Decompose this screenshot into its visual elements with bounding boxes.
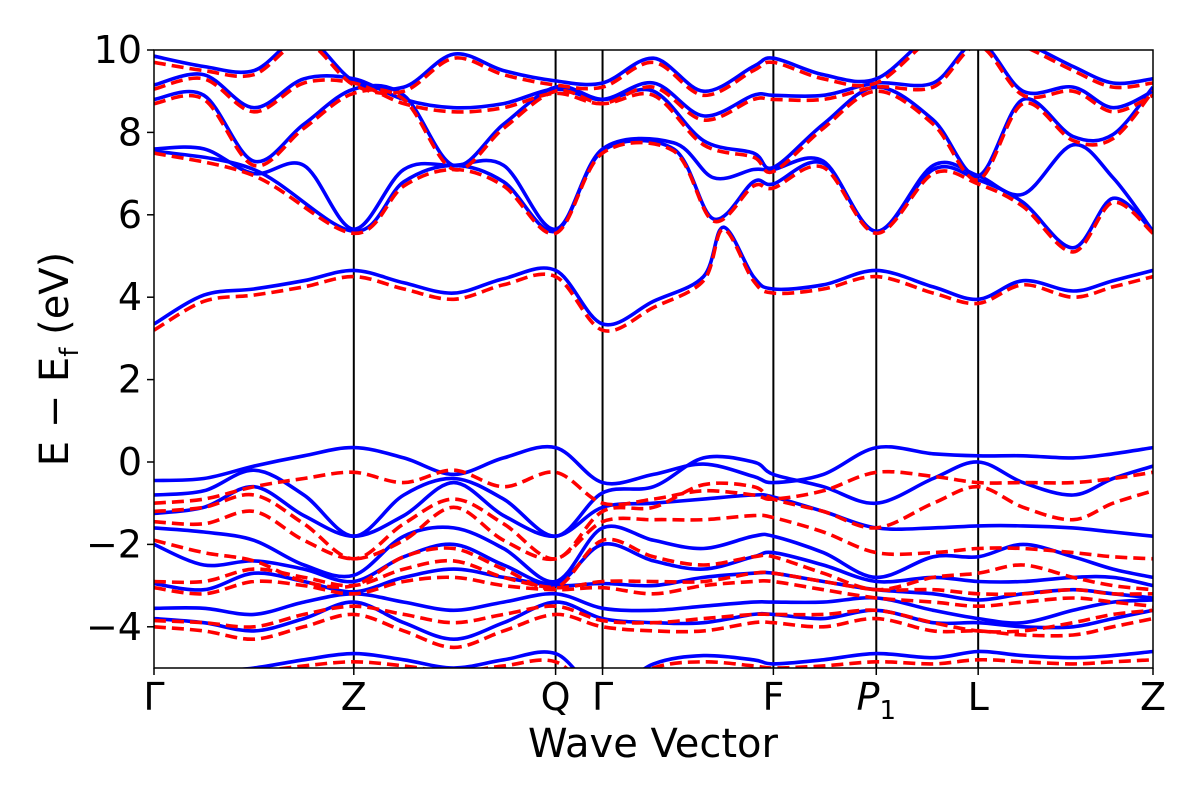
solid-band-10 xyxy=(154,542,1153,588)
dashed-band-2 xyxy=(154,87,1153,182)
solid-band-7 xyxy=(154,454,1153,538)
solid-band-3 xyxy=(154,83,1153,178)
x-tick-label-0: Γ xyxy=(143,675,164,719)
dashed-band-12 xyxy=(154,612,1153,650)
x-tick-label-5: P1 xyxy=(857,675,896,726)
solid-band-12 xyxy=(154,591,1153,625)
dashed-band-7 xyxy=(154,505,1153,562)
dashed-band-8 xyxy=(154,537,1153,592)
y-tick-label-3: 2 xyxy=(118,358,142,402)
y-tick-label-1: −2 xyxy=(86,522,142,566)
dashed-band-3 xyxy=(154,50,1153,122)
y-tick-label-6: 8 xyxy=(118,110,142,154)
x-tick-label-1: Z xyxy=(341,675,367,719)
x-tick-label-7: Z xyxy=(1140,675,1166,719)
dashed-band-0 xyxy=(154,227,1153,333)
x-axis: Γ Z Q Γ F P1 L Z xyxy=(143,668,1166,726)
solid-band-4 xyxy=(154,50,1153,118)
solid-band-14 xyxy=(235,649,1153,668)
dashed-band-1 xyxy=(154,140,1153,254)
dashed-band-5 xyxy=(154,468,1153,507)
solid-band-5 xyxy=(154,50,1153,93)
y-axis-title: E − Ef (eV) xyxy=(32,252,85,467)
solid-band-2 xyxy=(154,136,1153,234)
plot-frame xyxy=(153,49,1154,669)
dashed-band-6 xyxy=(154,481,1153,561)
x-tick-label-4: F xyxy=(762,675,784,719)
solid-band-8 xyxy=(154,480,1153,539)
dashed-band-13 xyxy=(273,657,1153,668)
x-tick-label-3: Γ xyxy=(592,675,613,719)
x-axis-title: Wave Vector xyxy=(528,721,779,767)
dashed-band-4 xyxy=(154,50,1153,98)
band-lines xyxy=(154,50,1153,668)
solid-band-9 xyxy=(154,524,1153,584)
y-tick-label-7: 10 xyxy=(94,28,142,72)
solid-band-6 xyxy=(154,444,1153,486)
x-tick-label-6: L xyxy=(968,675,989,719)
solid-band-0 xyxy=(154,225,1153,327)
dashed-band-10 xyxy=(154,575,1153,608)
y-tick-label-2: 0 xyxy=(118,440,142,484)
y-tick-label-4: 4 xyxy=(118,275,142,319)
solid-band-13 xyxy=(154,600,1153,641)
y-tick-label-0: −4 xyxy=(86,605,142,649)
y-tick-label-5: 6 xyxy=(118,193,142,237)
x-tick-label-2: Q xyxy=(541,675,571,719)
y-axis: −4 −2 0 2 4 6 8 10 xyxy=(86,28,154,649)
